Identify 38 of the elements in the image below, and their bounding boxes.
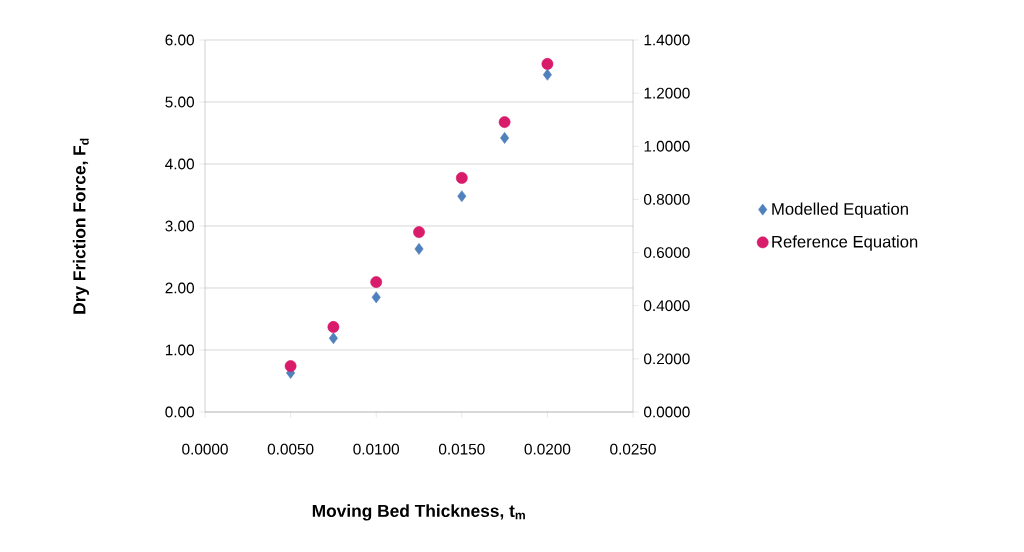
y2-tick-label: 1.0000	[644, 140, 690, 152]
y2-tick-label: 0.6000	[644, 247, 690, 258]
y-tick-label: 3.00	[165, 220, 194, 232]
y2-tick-label: 1.4000	[644, 34, 690, 46]
point	[413, 226, 425, 238]
y-tick-label: 2.00	[165, 282, 194, 294]
y2-tick-label: 0.2000	[644, 353, 690, 365]
y2-tick-label: 1.2000	[644, 87, 690, 99]
x-tick-label: 0.0100	[353, 443, 400, 455]
point	[371, 291, 381, 304]
x-tick-label: 0.0150	[438, 443, 485, 455]
point	[327, 321, 340, 333]
y2-tick-label: 0.8000	[644, 193, 690, 205]
x-axis-title: Moving Bed Thickness, t$_{m}$	[312, 504, 525, 521]
x-tick-label: 0.0200	[524, 443, 571, 455]
point	[370, 276, 383, 288]
point	[542, 68, 552, 81]
x-tick-label: 0.0250	[610, 443, 656, 455]
y-tick-label: 1.00	[165, 344, 194, 356]
legend-label: Reference Equation	[772, 235, 918, 251]
point	[328, 332, 338, 345]
y-tick-label: 5.00	[165, 96, 194, 108]
x-tick-label: 0.0000	[182, 443, 228, 455]
y2-tick-label: 0.4000	[644, 300, 690, 312]
point	[414, 243, 424, 255]
y-tick-label: 6.00	[165, 34, 194, 46]
point	[284, 360, 297, 372]
y2-tick-label: 0.0000	[644, 406, 690, 418]
point	[500, 132, 510, 144]
y-axis-title: Dry Friction Force, F$_{d}$	[72, 138, 89, 314]
legend-label: Modelled Equation	[772, 202, 908, 219]
point	[457, 190, 467, 203]
point	[455, 172, 468, 184]
x-tick-label: 0.0050	[267, 443, 314, 455]
y-tick-label: 4.00	[165, 158, 194, 170]
y-tick-label: 0.00	[165, 406, 194, 418]
point	[498, 116, 511, 128]
point	[541, 58, 554, 70]
